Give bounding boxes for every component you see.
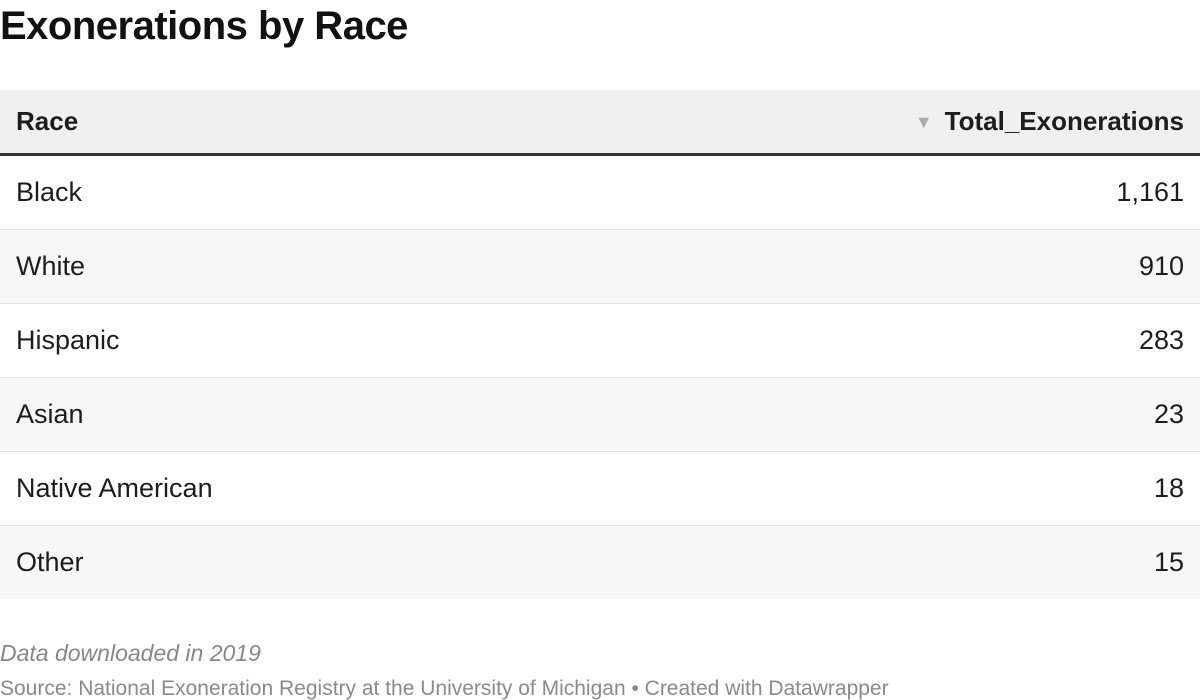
table-header-row: Race ▼ Total_Exonerations	[0, 90, 1200, 156]
cell-race: White	[0, 229, 600, 304]
cell-race: Black	[0, 154, 600, 230]
cell-race: Asian	[0, 377, 600, 452]
cell-total: 18	[600, 451, 1200, 526]
cell-total: 910	[600, 229, 1200, 304]
table-row: Native American 18	[0, 451, 1200, 526]
chart-title: Exonerations by Race	[0, 4, 408, 48]
cell-race: Hispanic	[0, 303, 600, 378]
sort-descending-icon[interactable]: ▼	[914, 112, 933, 132]
table-row: Asian 23	[0, 377, 1200, 452]
data-table: Race ▼ Total_Exonerations Black 1,161 Whi…	[0, 90, 1200, 599]
cell-total: 15	[1153, 547, 1184, 577]
column-header-total-exonerations[interactable]: ▼ Total_Exonerations	[600, 90, 1200, 156]
chart-notes: Data downloaded in 2019	[0, 640, 261, 666]
cell-race: Native American	[0, 451, 600, 526]
chart-source: Source: National Exoneration Registry at…	[0, 677, 889, 700]
table-body: Black 1,161 White 910 Hispanic 283 Asian…	[0, 154, 1200, 599]
table-row: White 910	[0, 229, 1200, 304]
cell-total: 1,161	[600, 154, 1200, 230]
column-header-race[interactable]: Race	[0, 90, 600, 156]
table-row: Other 15	[0, 525, 1200, 599]
table-row: Black 1,161	[0, 154, 1200, 230]
column-header-total-label: Total_Exonerations	[944, 106, 1184, 136]
cell-total: 283	[600, 303, 1200, 378]
cell-race: Other	[16, 547, 84, 577]
cell-total: 23	[600, 377, 1200, 452]
table-row: Hispanic 283	[0, 303, 1200, 378]
